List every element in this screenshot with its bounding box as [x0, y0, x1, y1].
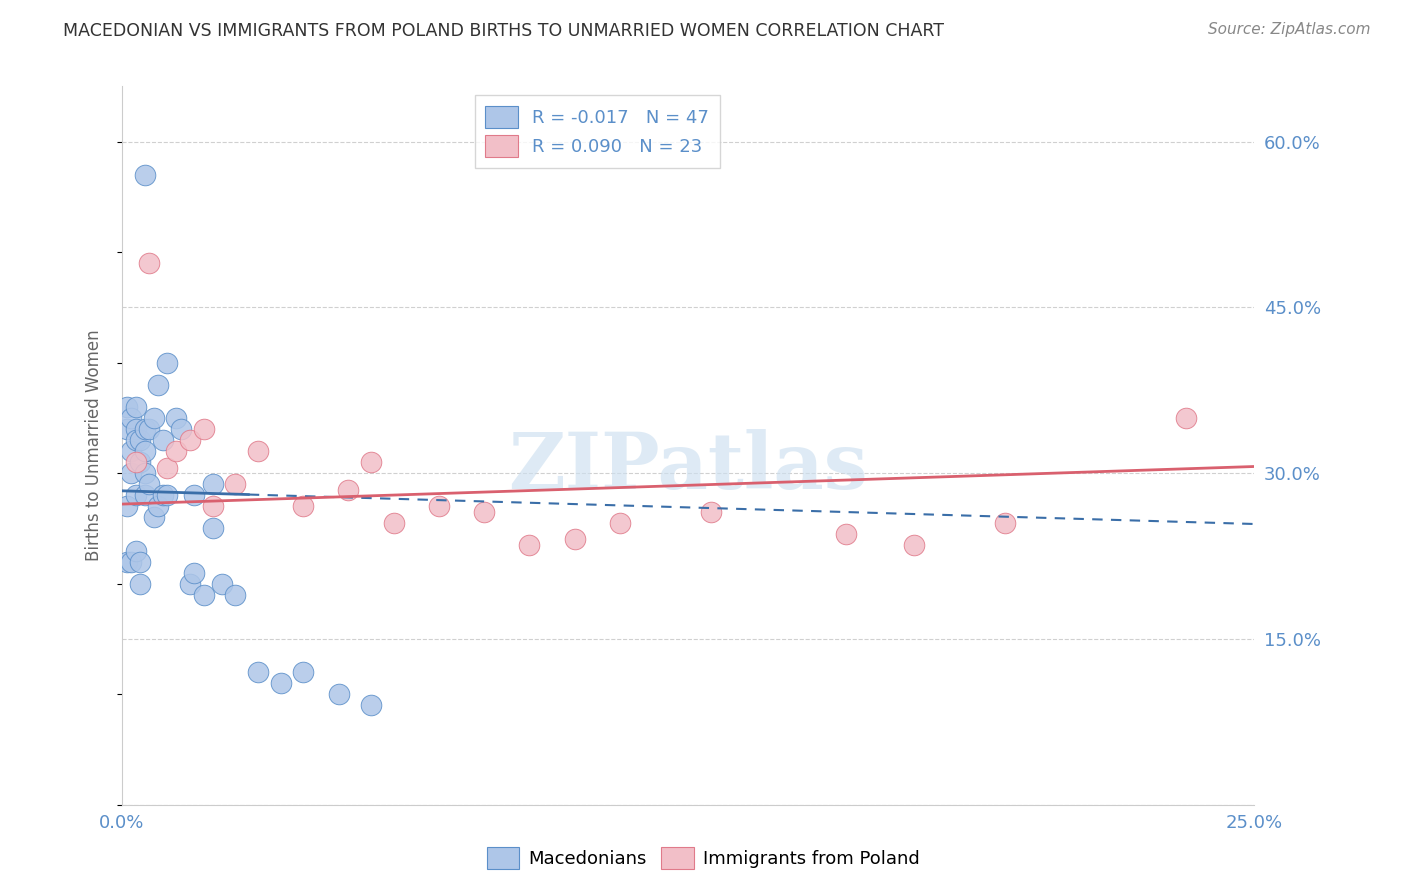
Point	[337, 483, 360, 497]
Point	[246, 665, 269, 679]
Point	[1174, 410, 1197, 425]
Text: ZIPatlas: ZIPatlas	[508, 429, 868, 505]
Point	[211, 576, 233, 591]
Point	[129, 433, 152, 447]
Point	[124, 455, 146, 469]
Point	[903, 538, 925, 552]
Point	[201, 521, 224, 535]
Point	[193, 588, 215, 602]
Text: Source: ZipAtlas.com: Source: ZipAtlas.com	[1208, 22, 1371, 37]
Point	[152, 433, 174, 447]
Point	[994, 516, 1017, 530]
Point	[138, 422, 160, 436]
Point	[142, 410, 165, 425]
Point	[134, 168, 156, 182]
Point	[835, 527, 858, 541]
Point	[120, 444, 142, 458]
Point	[564, 533, 586, 547]
Point	[246, 444, 269, 458]
Point	[519, 538, 541, 552]
Y-axis label: Births to Unmarried Women: Births to Unmarried Women	[86, 330, 103, 561]
Point	[179, 576, 201, 591]
Point	[148, 377, 170, 392]
Point	[609, 516, 631, 530]
Point	[124, 433, 146, 447]
Point	[134, 466, 156, 480]
Point	[224, 477, 246, 491]
Point	[124, 422, 146, 436]
Point	[156, 488, 179, 502]
Point	[165, 444, 187, 458]
Point	[138, 477, 160, 491]
Point	[183, 488, 205, 502]
Point	[201, 500, 224, 514]
Point	[183, 566, 205, 580]
Point	[292, 500, 315, 514]
Point	[193, 422, 215, 436]
Point	[142, 510, 165, 524]
Point	[134, 444, 156, 458]
Point	[124, 543, 146, 558]
Point	[270, 676, 292, 690]
Point	[115, 500, 138, 514]
Point	[179, 433, 201, 447]
Point	[360, 698, 382, 713]
Legend: Macedonians, Immigrants from Poland: Macedonians, Immigrants from Poland	[478, 838, 928, 879]
Point	[134, 422, 156, 436]
Point	[138, 256, 160, 270]
Text: MACEDONIAN VS IMMIGRANTS FROM POLAND BIRTHS TO UNMARRIED WOMEN CORRELATION CHART: MACEDONIAN VS IMMIGRANTS FROM POLAND BIR…	[63, 22, 945, 40]
Point	[472, 505, 495, 519]
Point	[129, 555, 152, 569]
Point	[328, 687, 350, 701]
Point	[134, 488, 156, 502]
Point	[129, 576, 152, 591]
Point	[224, 588, 246, 602]
Point	[148, 500, 170, 514]
Point	[115, 555, 138, 569]
Point	[124, 488, 146, 502]
Point	[115, 400, 138, 414]
Point	[382, 516, 405, 530]
Point	[120, 555, 142, 569]
Point	[360, 455, 382, 469]
Point	[115, 422, 138, 436]
Point	[165, 410, 187, 425]
Point	[156, 460, 179, 475]
Point	[120, 466, 142, 480]
Point	[201, 477, 224, 491]
Point	[156, 356, 179, 370]
Point	[427, 500, 450, 514]
Point	[170, 422, 193, 436]
Point	[152, 488, 174, 502]
Point	[292, 665, 315, 679]
Legend: R = -0.017   N = 47, R = 0.090   N = 23: R = -0.017 N = 47, R = 0.090 N = 23	[475, 95, 720, 169]
Point	[699, 505, 721, 519]
Point	[120, 410, 142, 425]
Point	[124, 400, 146, 414]
Point	[129, 455, 152, 469]
